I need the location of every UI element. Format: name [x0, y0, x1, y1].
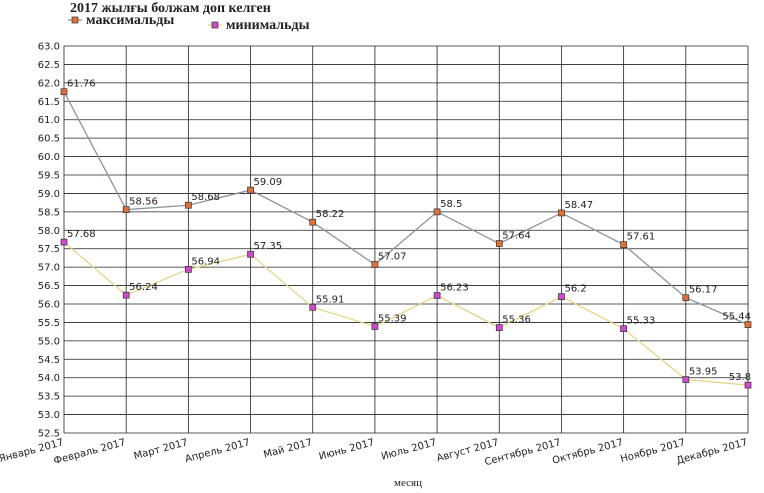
- value-label: 55.36: [502, 315, 531, 326]
- marker: [247, 250, 254, 258]
- y-tick-label: 55.0: [38, 336, 60, 347]
- value-label: 55.44: [722, 312, 751, 323]
- y-tick-label: 56.0: [38, 300, 60, 311]
- legend-marker: [211, 21, 219, 29]
- value-label: 56.2: [564, 284, 586, 295]
- value-label: 58.22: [316, 209, 345, 220]
- value-label: 56.17: [689, 285, 718, 296]
- value-label: 55.91: [316, 294, 345, 305]
- legend-label: максимальды: [86, 13, 174, 28]
- value-label: 56.23: [440, 283, 469, 294]
- value-label: 57.68: [67, 229, 96, 240]
- x-axis-label: месяц: [394, 477, 422, 489]
- x-tick-label: Июль 2017: [380, 437, 438, 462]
- marker: [433, 292, 441, 299]
- value-label: 53.95: [689, 367, 718, 378]
- y-tick-label: 62.0: [38, 78, 60, 89]
- legend-label: минимальды: [226, 18, 310, 33]
- marker: [744, 321, 752, 328]
- y-tick-label: 55.5: [38, 318, 60, 329]
- value-label: 57.07: [378, 252, 407, 263]
- value-label: 55.39: [378, 313, 407, 324]
- value-label: 58.47: [564, 200, 593, 211]
- marker: [60, 88, 68, 96]
- marker: [185, 266, 192, 273]
- marker: [122, 291, 130, 299]
- x-tick-label: Февраль 2017: [53, 437, 127, 467]
- y-tick-label: 61.5: [38, 97, 60, 108]
- legend-marker: [71, 16, 79, 24]
- marker: [122, 206, 130, 213]
- value-label: 55.33: [627, 316, 656, 327]
- y-tick-label: 52.5: [38, 429, 60, 440]
- marker: [682, 376, 690, 383]
- y-tick-label: 58.5: [38, 207, 60, 218]
- value-label: 61.76: [67, 79, 96, 90]
- marker: [682, 294, 690, 302]
- y-tick-label: 54.5: [38, 355, 60, 366]
- marker: [371, 261, 379, 268]
- series-line: [63, 91, 749, 326]
- y-tick-label: 57.5: [38, 244, 60, 255]
- chart-title: 2017 жылғы болжам доп келген: [70, 1, 271, 16]
- marker: [495, 324, 503, 331]
- x-tick-label: Июнь 2017: [318, 437, 376, 462]
- x-tick-label: Октябрь 2017: [551, 437, 624, 466]
- value-label: 57.64: [502, 231, 531, 242]
- y-tick-label: 60.0: [38, 152, 60, 163]
- y-tick-label: 54.0: [38, 373, 60, 384]
- y-tick-label: 57.0: [38, 263, 60, 274]
- marker: [558, 293, 565, 300]
- marker: [558, 209, 565, 217]
- value-label: 53.8: [729, 372, 751, 383]
- value-label: 57.35: [254, 241, 283, 252]
- marker: [620, 241, 627, 249]
- y-tick-label: 59.5: [38, 171, 60, 182]
- y-tick-label: 63.0: [38, 42, 60, 53]
- marker: [309, 218, 317, 226]
- value-label: 57.61: [627, 232, 656, 243]
- marker: [60, 238, 68, 246]
- x-tick-label: Апрель 2017: [184, 437, 251, 465]
- x-tick-label: Декабрь 2017: [675, 437, 749, 467]
- marker: [433, 208, 441, 216]
- y-tick-label: 58.0: [38, 226, 60, 237]
- y-tick-label: 62.5: [38, 60, 60, 71]
- value-label: 58.68: [191, 192, 220, 203]
- value-label: 59.09: [254, 177, 283, 188]
- value-label: 58.5: [440, 199, 462, 210]
- x-tick-label: Май 2017: [262, 437, 313, 461]
- value-label: 58.56: [129, 197, 158, 208]
- value-label: 56.24: [129, 282, 158, 293]
- y-tick-label: 53.0: [38, 410, 60, 421]
- marker: [185, 201, 192, 209]
- marker: [309, 303, 317, 311]
- series-line: [63, 241, 749, 386]
- marker: [371, 323, 379, 330]
- x-tick-label: Март 2017: [133, 437, 190, 462]
- y-tick-label: 60.5: [38, 134, 60, 145]
- y-tick-label: 53.5: [38, 392, 60, 403]
- y-tick-label: 59.0: [38, 189, 60, 200]
- marker: [247, 186, 254, 194]
- y-tick-label: 61.0: [38, 115, 60, 126]
- marker: [744, 381, 752, 389]
- marker: [495, 240, 503, 247]
- marker: [620, 325, 627, 333]
- y-tick-label: 56.5: [38, 281, 60, 292]
- value-label: 56.94: [191, 256, 220, 267]
